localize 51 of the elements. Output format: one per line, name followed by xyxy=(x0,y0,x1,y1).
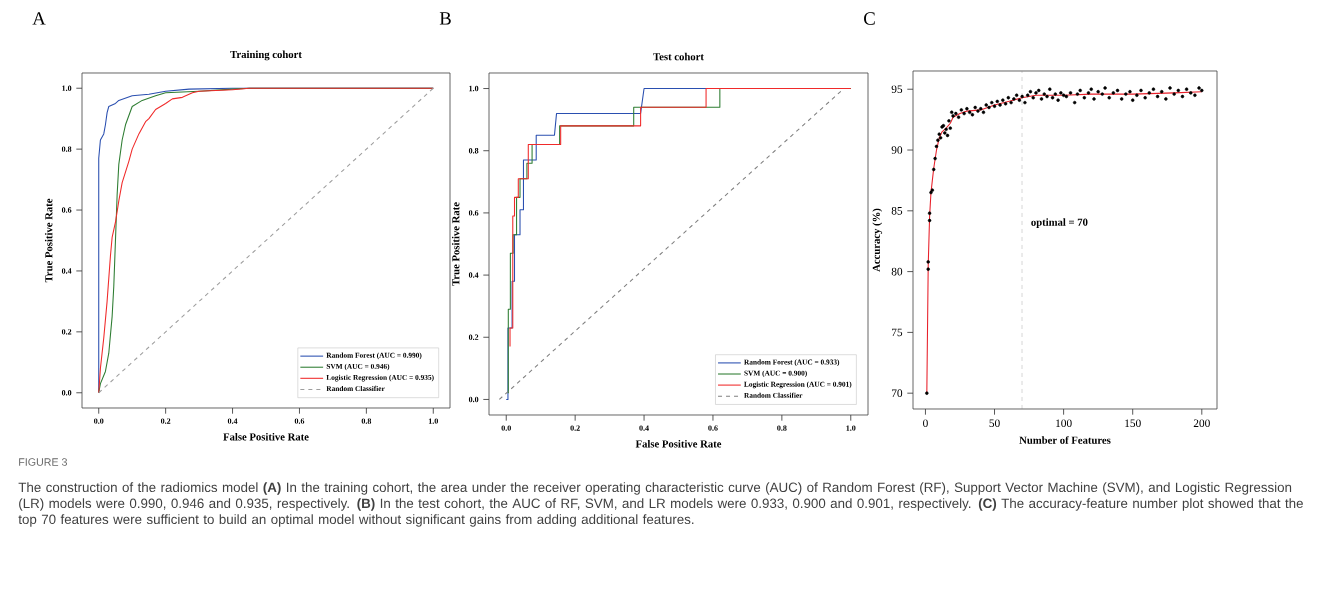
y-tick-label: 1.0 xyxy=(62,85,72,91)
chart-title: Test cohort xyxy=(653,52,704,61)
y-tick-label: 1.0 xyxy=(469,85,479,92)
y-tick-label: 80 xyxy=(891,267,903,276)
y-axis-title: True Positive Rate xyxy=(451,202,460,286)
x-tick-label: 0.8 xyxy=(777,425,787,431)
caption: FIGURE 3 xyxy=(19,458,67,466)
x-tick-label: 0.6 xyxy=(708,425,718,431)
y-tick-label: 0.2 xyxy=(61,329,72,335)
y-tick-label: 0.4 xyxy=(468,272,479,278)
y-tick-label: 75 xyxy=(892,328,903,337)
line-series xyxy=(98,87,434,394)
y-tick-label: 95 xyxy=(891,85,903,94)
line-series xyxy=(509,88,852,348)
y-tick-label: 85 xyxy=(891,207,903,215)
x-tick-label: 0.2 xyxy=(160,418,171,424)
x-tick-label: 200 xyxy=(1193,419,1210,428)
x-tick-label: 1.0 xyxy=(428,418,438,424)
y-tick-label: 0.6 xyxy=(61,207,72,213)
text: A xyxy=(32,12,46,25)
x-tick-label: 150 xyxy=(1125,419,1141,428)
x-tick-label: 0.0 xyxy=(501,425,511,431)
y-tick-label: 0.0 xyxy=(468,396,479,403)
x-axis-title: False Positive Rate xyxy=(223,432,309,441)
y-tick-label: 0.8 xyxy=(61,146,72,152)
y-tick-label: 0.0 xyxy=(61,390,72,396)
x-tick-label: 1.0 xyxy=(846,425,856,431)
y-axis-title: Accuracy (%) xyxy=(872,208,883,272)
x-axis-title: False Positive Rate xyxy=(635,439,722,448)
x-tick-label: 0 xyxy=(923,419,928,428)
x-tick-label: 0.4 xyxy=(227,418,238,424)
text: B xyxy=(439,12,451,25)
y-tick-label: 0.6 xyxy=(468,210,479,216)
x-tick-label: 0.2 xyxy=(570,425,580,431)
y-tick-label: 0.2 xyxy=(468,334,479,340)
text: C xyxy=(864,12,875,25)
x-axis-title: Number of Features xyxy=(1019,436,1111,444)
x-tick-label: 50 xyxy=(989,419,1000,428)
x-tick-label: 0.0 xyxy=(94,418,104,424)
ref-line-label: optimal = 70 xyxy=(1031,218,1088,228)
y-tick-label: 0.4 xyxy=(61,268,72,274)
y-tick-label: 70 xyxy=(892,389,903,397)
x-tick-label: 100 xyxy=(1056,419,1072,428)
text: The construction of the radiomics model (A) In the training cohort, the area under the receiver operating characteristic curve (AUC) of Random Forest (RF), Support Vector Machine (SVM), and Logistic Regression (LR) models were 0.990, 0.946 and 0.935, respectively. (B) In the test cohort, the AUC of RF, SVM, and LR models were 0.933, 0.900 and 0.901, respectively. (C) The accuracy-feature number plot showed that the top 70 features were sufficient to build an optimal model without significant gains from adding additional features. xyxy=(18,482,1303,527)
x-tick-label: 0.4 xyxy=(639,425,649,431)
y-axis-title: True Positive Rate xyxy=(44,198,53,283)
chart-title: Training cohort xyxy=(230,50,302,61)
y-tick-label: 90 xyxy=(891,146,903,154)
y-tick-label: 0.8 xyxy=(468,147,479,154)
x-tick-label: 0.6 xyxy=(294,418,305,424)
x-tick-label: 0.8 xyxy=(361,418,372,424)
